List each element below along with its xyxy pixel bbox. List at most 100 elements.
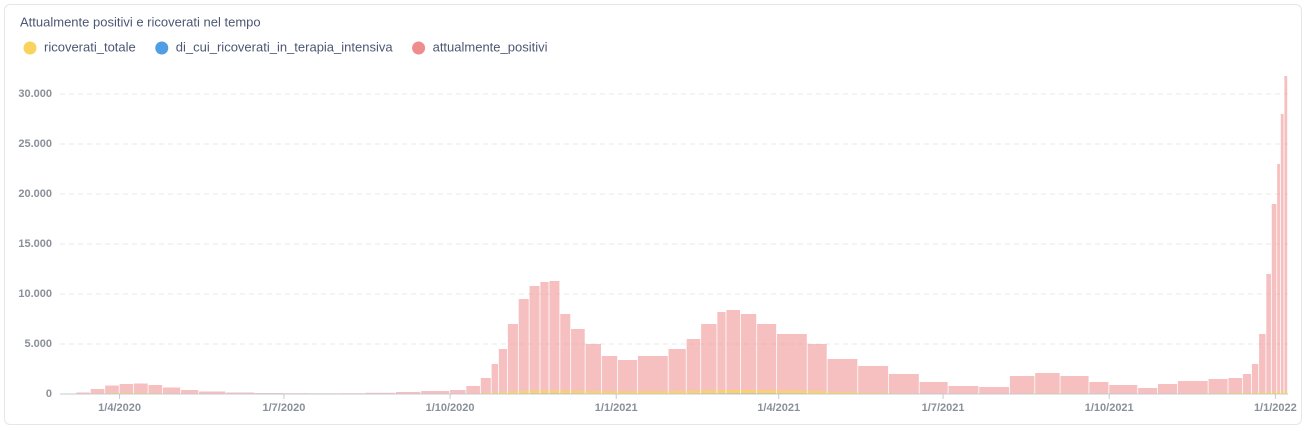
x-tick-label: 1/7/2020 xyxy=(263,402,306,414)
bar xyxy=(757,390,777,394)
bar xyxy=(119,384,134,394)
card xyxy=(4,4,1302,425)
bar xyxy=(226,392,255,394)
bar xyxy=(601,356,618,394)
legend-marker xyxy=(155,41,169,55)
bar xyxy=(776,334,807,394)
y-tick-label: 5.000 xyxy=(24,338,52,350)
bar xyxy=(776,390,807,394)
bar xyxy=(1266,274,1271,394)
chart-title: Attualmente positivi e ricoverati nel te… xyxy=(20,14,261,29)
bar xyxy=(549,281,560,394)
bar xyxy=(491,392,499,394)
bar xyxy=(858,366,889,394)
bar xyxy=(480,378,491,394)
bar xyxy=(518,391,529,394)
bar xyxy=(1280,114,1284,394)
bar xyxy=(807,344,827,394)
bar xyxy=(1089,382,1109,394)
bar xyxy=(498,349,508,394)
x-tick-label: 1/4/2020 xyxy=(98,402,141,414)
x-tick-label: 1/7/2021 xyxy=(922,402,965,414)
bar xyxy=(740,314,757,394)
bar xyxy=(1277,391,1280,394)
bar xyxy=(1228,392,1243,394)
bar xyxy=(618,391,638,394)
bar xyxy=(1035,373,1060,394)
legend-marker xyxy=(412,41,426,55)
y-tick-label: 0 xyxy=(46,388,52,400)
bar xyxy=(1060,376,1089,394)
bar xyxy=(549,390,560,394)
y-tick-label: 20.000 xyxy=(18,188,52,200)
bar xyxy=(466,386,480,394)
bar xyxy=(601,391,618,394)
bar xyxy=(1259,334,1266,394)
x-tick-label: 1/1/2021 xyxy=(595,402,638,414)
bar xyxy=(1157,384,1178,394)
bar xyxy=(450,390,466,394)
bar xyxy=(1208,379,1228,394)
bar xyxy=(858,392,889,394)
bar xyxy=(668,391,686,394)
bar xyxy=(421,391,450,394)
bar xyxy=(1009,376,1035,394)
bar xyxy=(637,356,668,394)
bar xyxy=(518,299,529,394)
bar xyxy=(507,324,518,394)
bar xyxy=(529,286,540,394)
bar xyxy=(1251,364,1259,394)
bar xyxy=(888,374,919,394)
bar xyxy=(585,391,601,394)
bar xyxy=(76,392,90,394)
x-tick-label: 1/10/2021 xyxy=(1085,402,1134,414)
bar xyxy=(540,390,549,394)
bar xyxy=(757,324,777,394)
bar xyxy=(1109,385,1138,394)
legend-label: attualmente_positivi xyxy=(433,39,548,54)
bar xyxy=(1266,392,1271,394)
y-tick-label: 30.000 xyxy=(18,88,52,100)
bar xyxy=(618,360,638,394)
bar xyxy=(571,390,585,394)
bar xyxy=(1277,164,1280,394)
bar xyxy=(507,391,518,394)
bar xyxy=(560,390,571,394)
bar xyxy=(1284,390,1288,394)
bar xyxy=(1228,378,1243,394)
bar xyxy=(1271,391,1277,394)
bar xyxy=(1284,76,1288,394)
bar xyxy=(919,382,948,394)
bar xyxy=(540,282,549,394)
bar xyxy=(365,392,396,394)
bar xyxy=(199,391,226,394)
bar xyxy=(686,339,701,394)
y-tick-label: 15.000 xyxy=(18,238,52,250)
bar xyxy=(585,344,601,394)
bar xyxy=(637,391,668,394)
bar xyxy=(148,385,163,394)
bar xyxy=(726,310,741,394)
bar xyxy=(491,364,499,394)
x-tick-label: 1/10/2020 xyxy=(426,402,475,414)
bar xyxy=(1242,374,1252,394)
bar xyxy=(90,389,105,394)
bar xyxy=(726,390,741,394)
bar xyxy=(1280,391,1284,394)
bar xyxy=(1242,392,1252,394)
bar xyxy=(827,392,858,394)
bar xyxy=(560,314,571,394)
bar xyxy=(571,329,585,394)
bar xyxy=(979,387,1010,394)
bar xyxy=(498,392,508,394)
x-tick-label: 1/4/2021 xyxy=(757,402,800,414)
bar xyxy=(105,385,119,394)
bar xyxy=(948,386,979,394)
bar xyxy=(162,387,181,394)
bar xyxy=(701,324,717,394)
legend-label: di_cui_ricoverati_in_terapia_intensiva xyxy=(176,39,394,54)
bar xyxy=(1177,381,1208,394)
legend-label: ricoverati_totale xyxy=(44,39,136,54)
bar xyxy=(1138,388,1158,394)
